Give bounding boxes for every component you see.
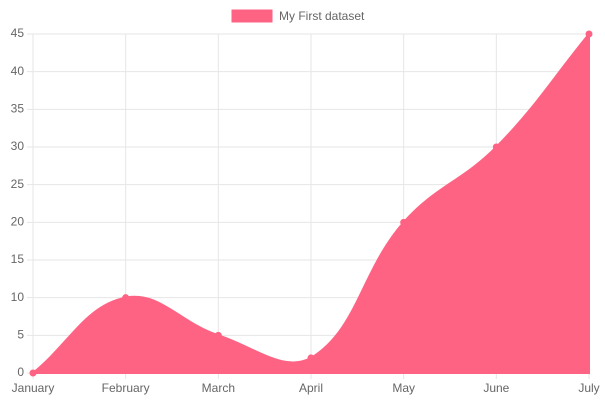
point xyxy=(29,369,37,377)
y-tick-label: 25 xyxy=(11,177,25,191)
legend-label: My First dataset xyxy=(279,9,365,23)
y-tick-label: 10 xyxy=(11,290,25,304)
x-tick-label: April xyxy=(299,381,323,395)
y-tick-label: 20 xyxy=(11,215,25,229)
y-tick-label: 15 xyxy=(11,252,25,266)
y-tick-label: 40 xyxy=(11,64,25,78)
point xyxy=(122,294,130,302)
x-tick-label: July xyxy=(578,381,599,395)
x-tick-label: January xyxy=(12,381,55,395)
x-tick-label: June xyxy=(483,381,509,395)
point xyxy=(492,143,500,151)
point xyxy=(307,354,315,362)
x-tick-label: May xyxy=(392,381,415,395)
y-tick-label: 0 xyxy=(17,365,24,379)
x-tick-label: February xyxy=(102,381,150,395)
point xyxy=(585,30,593,38)
y-tick-label: 45 xyxy=(11,26,25,40)
point xyxy=(214,331,222,339)
y-tick-label: 30 xyxy=(11,139,25,153)
y-tick-label: 5 xyxy=(17,328,24,342)
y-tick-label: 35 xyxy=(11,102,25,116)
x-tick-label: March xyxy=(202,381,235,395)
point xyxy=(400,218,408,226)
legend-swatch xyxy=(231,9,273,23)
